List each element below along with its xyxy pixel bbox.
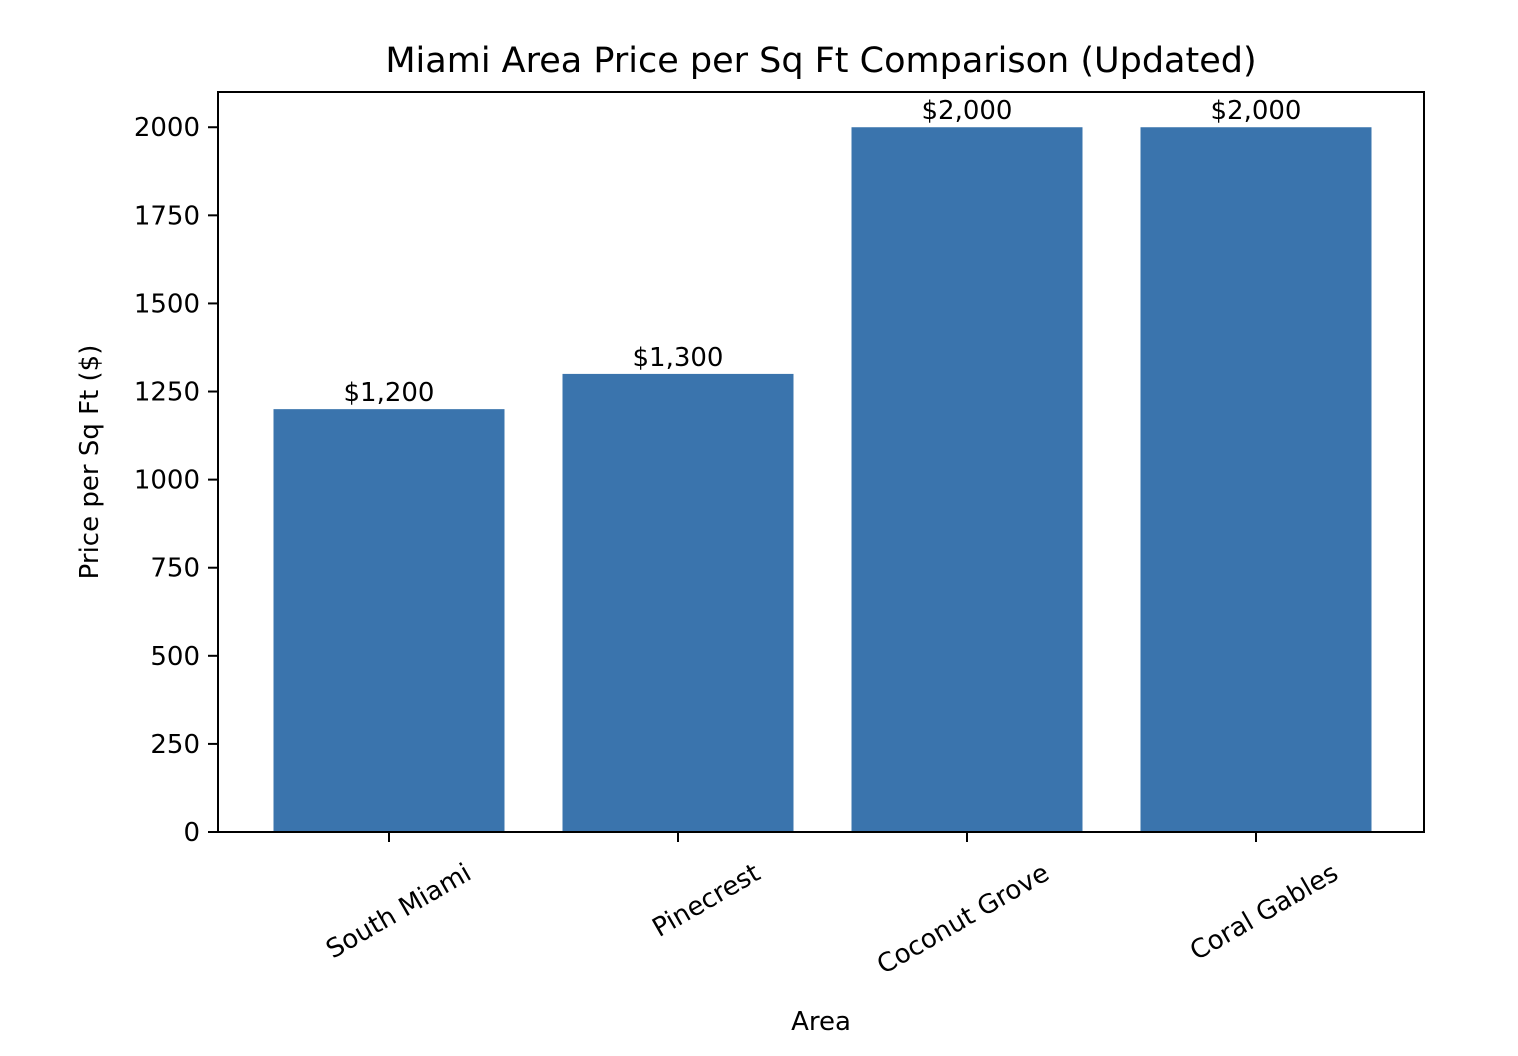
plot-area-frame (217, 91, 1425, 833)
y-tick-label-500: 500 (150, 642, 200, 672)
y-tick-label-250: 250 (150, 730, 200, 760)
y-tick-label-0: 0 (183, 818, 200, 848)
data-label-pinecrest: $1,300 (633, 343, 724, 373)
data-labels-group: $1,200 $1,300 $2,000 $2,000 (344, 96, 1302, 408)
bar-south-miami (273, 409, 505, 832)
data-label-coconut-grove: $2,000 (922, 96, 1013, 126)
chart-title: Miami Area Price per Sq Ft Comparison (U… (385, 41, 1256, 81)
bars-group (273, 127, 1372, 832)
bar-pinecrest (562, 373, 794, 832)
y-tick-label-2000: 2000 (134, 113, 200, 143)
x-tick-label-pinecrest: Pinecrest (647, 858, 765, 943)
x-tick-label-coral-gables: Coral Gables (1185, 858, 1343, 967)
x-tick-label-south-miami: South Miami (321, 858, 476, 965)
bar-coconut-grove (851, 127, 1083, 832)
y-tick-label-1250: 1250 (134, 378, 200, 408)
data-label-coral-gables: $2,000 (1211, 96, 1302, 126)
y-axis: 0 250 500 750 1000 1250 1500 1750 2000 (134, 113, 218, 848)
x-axis: South Miami Pinecrest Coconut Grove Coral G… (321, 832, 1344, 981)
bar-coral-gables (1140, 127, 1372, 832)
x-tick-label-coconut-grove: Coconut Grove (872, 858, 1054, 981)
y-tick-label-1000: 1000 (134, 466, 200, 496)
y-tick-label-1750: 1750 (134, 201, 200, 231)
x-axis-label: Area (791, 1007, 851, 1037)
data-label-south-miami: $1,200 (344, 378, 435, 408)
y-tick-label-1500: 1500 (134, 289, 200, 319)
y-axis-label: Price per Sq Ft ($) (75, 345, 105, 580)
y-tick-label-750: 750 (150, 554, 200, 584)
